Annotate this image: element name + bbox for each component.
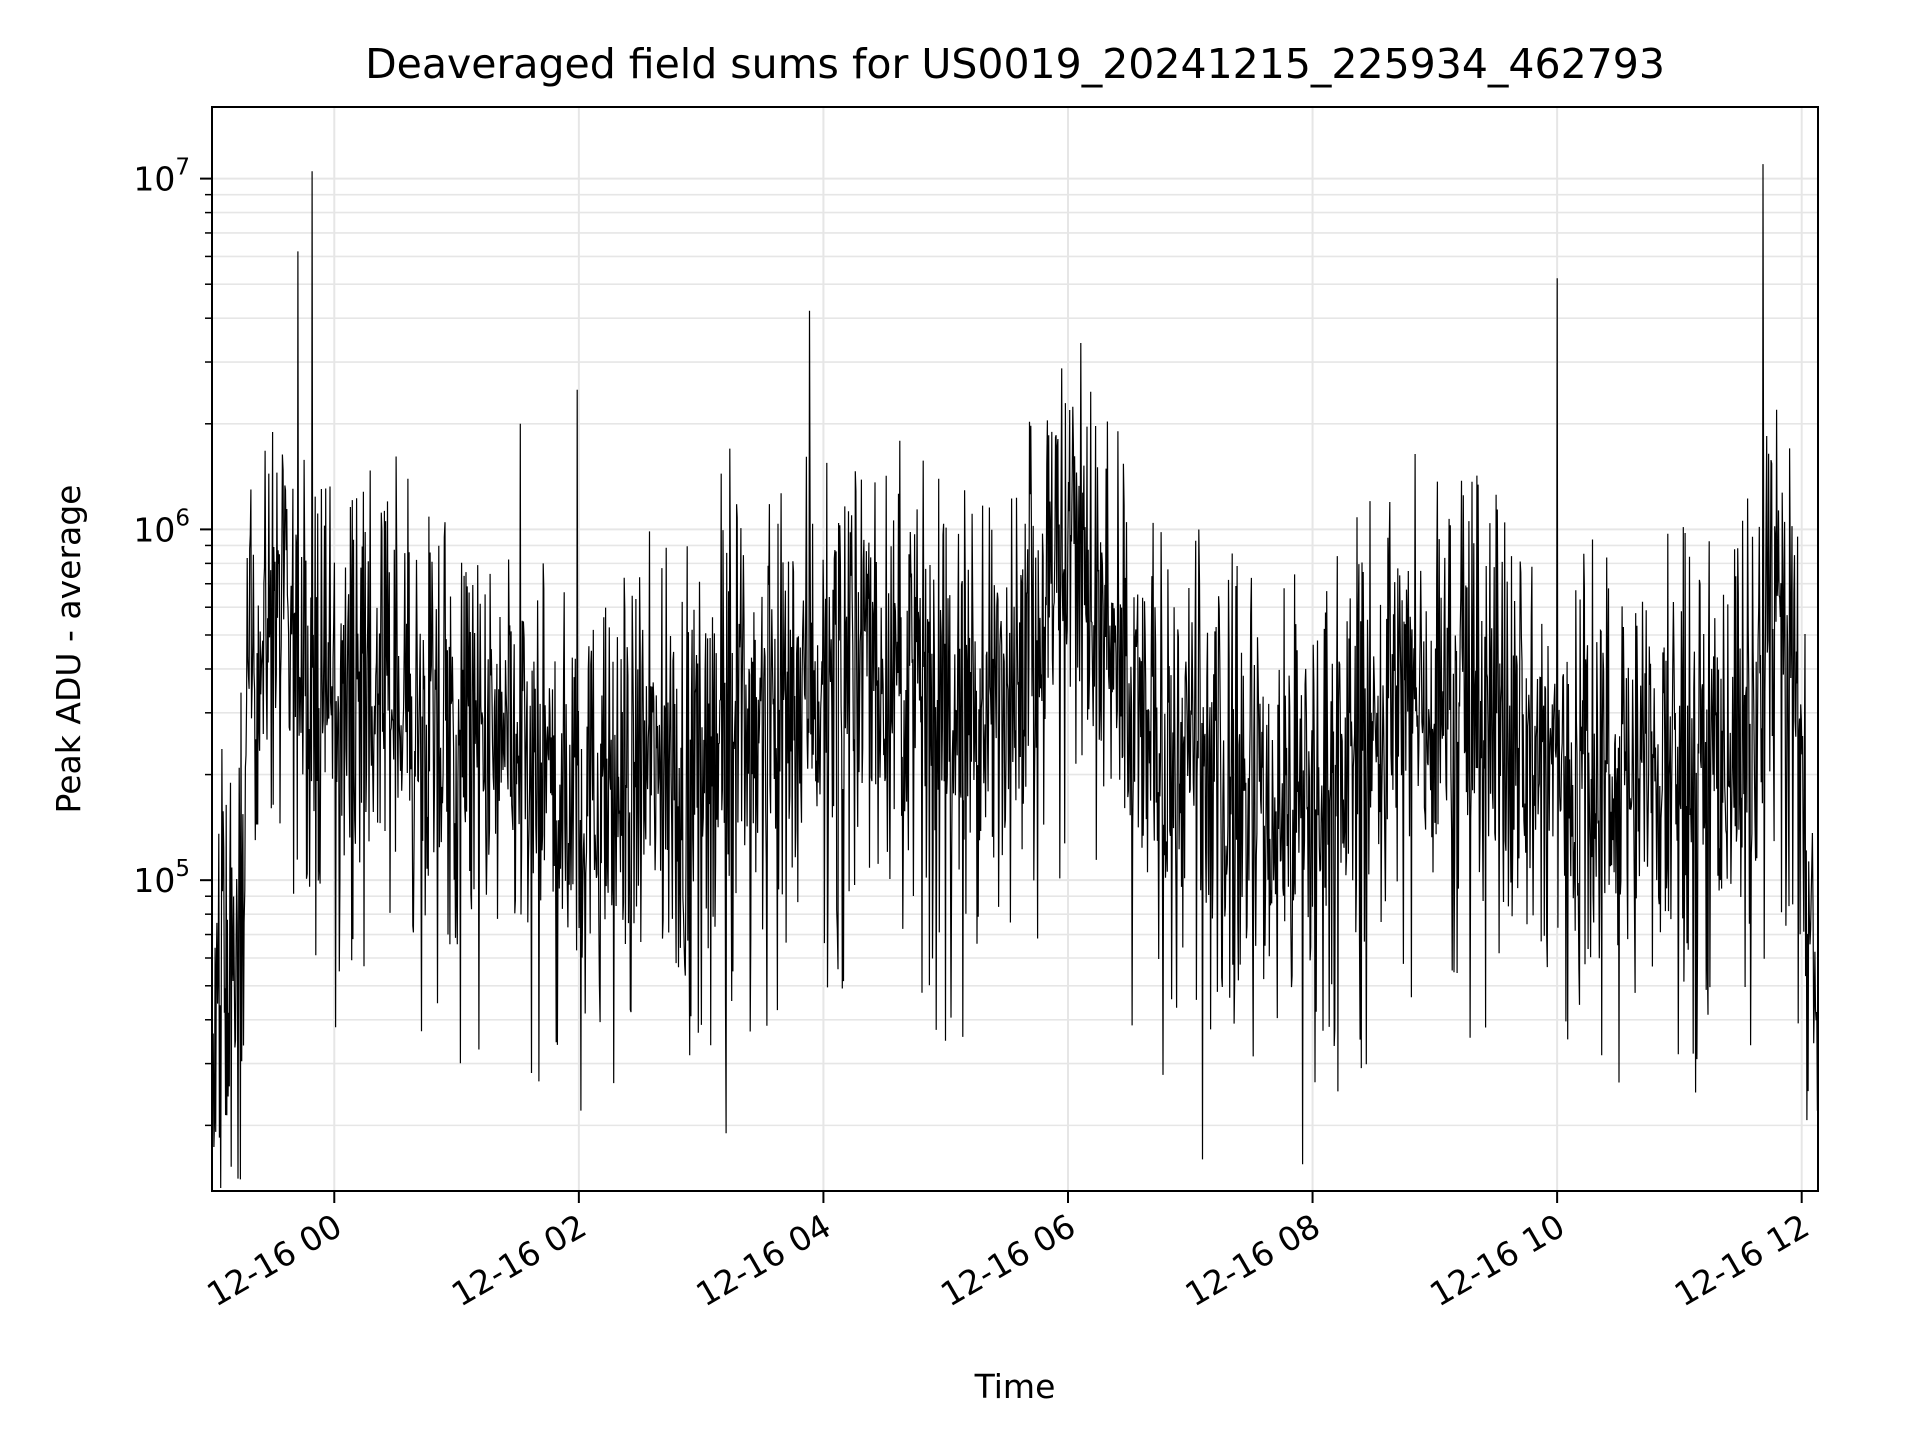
x-axis-label: Time bbox=[974, 1367, 1056, 1406]
y-tick-label: 106 bbox=[133, 505, 190, 549]
series-layer bbox=[212, 164, 1818, 1189]
plot-frame bbox=[211, 106, 1819, 1192]
y-tick-label: 107 bbox=[133, 155, 190, 199]
y-axis: 105 106 107 bbox=[133, 155, 212, 1127]
y-axis-label: Peak ADU - average bbox=[49, 485, 88, 814]
series-line bbox=[212, 164, 1818, 1189]
chart-title: Deaveraged field sums for US0019_2024121… bbox=[365, 40, 1665, 88]
y-tick-label: 105 bbox=[133, 856, 190, 900]
